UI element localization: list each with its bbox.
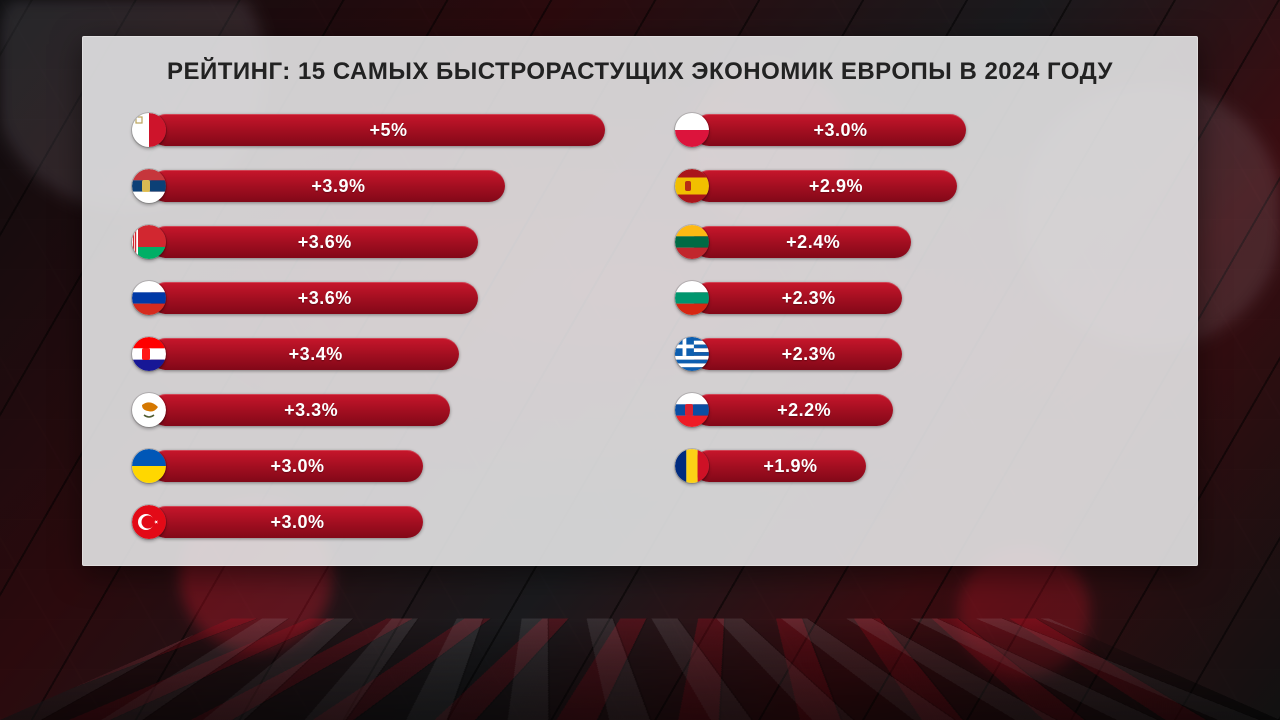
malta-flag-icon [132, 113, 166, 147]
bar-value-label: +3.6% [150, 226, 478, 258]
bar-value-label: +2.9% [693, 170, 957, 202]
bulgaria-flag-icon [675, 281, 709, 315]
romania-flag-icon [675, 449, 709, 483]
slovakia-flag-icon [675, 393, 709, 427]
bar-track: +1.9% [693, 450, 1148, 482]
ukraine-flag-icon [132, 449, 166, 483]
bar-value-label: +3.3% [150, 394, 450, 426]
croatia-flag-icon [132, 337, 166, 371]
lithuania-flag-icon [675, 225, 709, 259]
bar-track: +2.2% [693, 394, 1148, 426]
spain-flag-icon [675, 169, 709, 203]
bar-row: +1.9% [675, 440, 1148, 492]
turkey-flag-icon [132, 505, 166, 539]
bar-row: +3.0% [132, 440, 605, 492]
cyprus-flag-icon [132, 393, 166, 427]
bar-row: +3.0% [132, 496, 605, 548]
bar-track: +3.6% [150, 226, 605, 258]
bar-row: +3.0% [675, 104, 1148, 156]
ranking-panel: РЕЙТИНГ: 15 САМЫХ БЫСТРОРАСТУЩИХ ЭКОНОМИ… [82, 36, 1198, 566]
serbia-flag-icon [132, 169, 166, 203]
bar-value-label: +3.9% [150, 170, 505, 202]
bar-value-label: +3.0% [693, 114, 966, 146]
bar-row: +3.9% [132, 160, 605, 212]
bar-value-label: +3.0% [150, 506, 423, 538]
bar-track: +3.3% [150, 394, 605, 426]
bar-track: +2.4% [693, 226, 1148, 258]
bar-track: +3.0% [150, 450, 605, 482]
bar-row: +3.6% [132, 272, 605, 324]
bar-track: +3.9% [150, 170, 605, 202]
bar-row: +3.6% [132, 216, 605, 268]
bar-value-label: +2.3% [693, 282, 902, 314]
bar-value-label: +5% [150, 114, 605, 146]
right-column: +3.0% +2.9% +2.4% +2.3% +2.3% +2.2% +1.9% [675, 104, 1148, 552]
bar-row: +5% [132, 104, 605, 156]
bar-row: +3.3% [132, 384, 605, 436]
bar-row: +2.9% [675, 160, 1148, 212]
bar-track: +2.3% [693, 282, 1148, 314]
bar-track: +2.3% [693, 338, 1148, 370]
bar-value-label: +2.2% [693, 394, 893, 426]
bar-value-label: +3.6% [150, 282, 478, 314]
bar-track: +3.0% [693, 114, 1148, 146]
bar-value-label: +3.4% [150, 338, 459, 370]
panel-title: РЕЙТИНГ: 15 САМЫХ БЫСТРОРАСТУЩИХ ЭКОНОМИ… [122, 58, 1158, 86]
columns-container: +5% +3.9% +3.6% +3.6% +3.4% +3.3% +3.0% +3.0% +… [122, 104, 1158, 552]
bar-track: +2.9% [693, 170, 1148, 202]
bar-value-label: +3.0% [150, 450, 423, 482]
bar-value-label: +2.3% [693, 338, 902, 370]
bar-row: +3.4% [132, 328, 605, 380]
bar-row: +2.3% [675, 272, 1148, 324]
bar-value-label: +1.9% [693, 450, 866, 482]
bar-track: +3.0% [150, 506, 605, 538]
bar-row: +2.4% [675, 216, 1148, 268]
greece-flag-icon [675, 337, 709, 371]
russia-flag-icon [132, 281, 166, 315]
left-column: +5% +3.9% +3.6% +3.6% +3.4% +3.3% +3.0% +3.0% [132, 104, 605, 552]
belarus-flag-icon [132, 225, 166, 259]
bar-track: +3.6% [150, 282, 605, 314]
poland-flag-icon [675, 113, 709, 147]
bar-track: +3.4% [150, 338, 605, 370]
bar-value-label: +2.4% [693, 226, 911, 258]
bar-track: +5% [150, 114, 605, 146]
bar-row: +2.2% [675, 384, 1148, 436]
bar-row: +2.3% [675, 328, 1148, 380]
